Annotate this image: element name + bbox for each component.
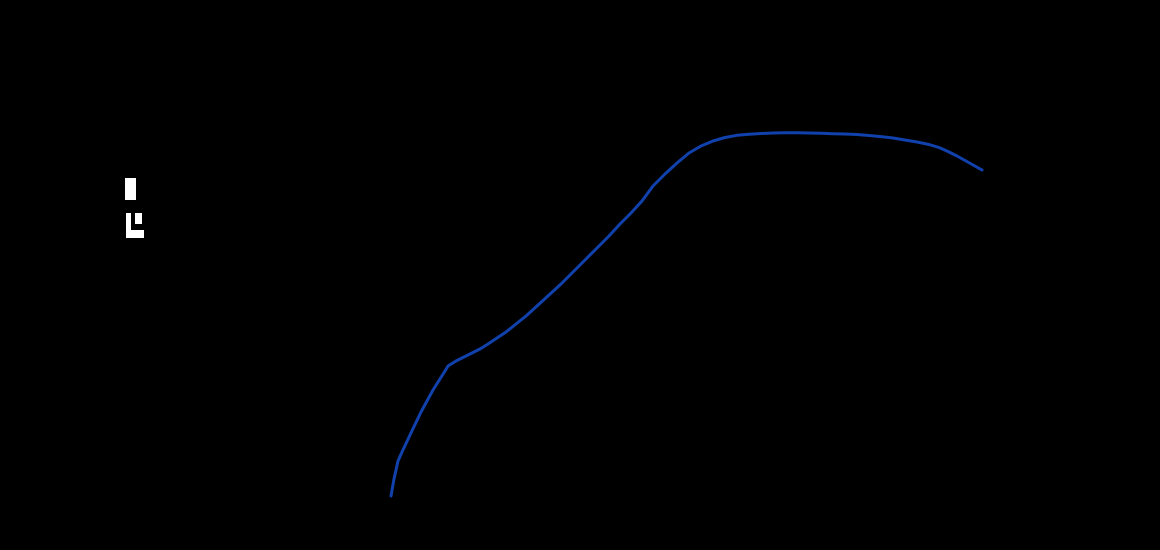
glyph-fragment-lower: [126, 213, 131, 238]
glyph-fragment-lower: [126, 230, 144, 238]
glyph-fragments: [125, 178, 144, 238]
glyph-fragment-upper: [125, 178, 136, 200]
data-line: [389, 131, 984, 498]
plot-area: [126, 29, 1029, 515]
glyph-fragment-lower: [135, 213, 142, 224]
